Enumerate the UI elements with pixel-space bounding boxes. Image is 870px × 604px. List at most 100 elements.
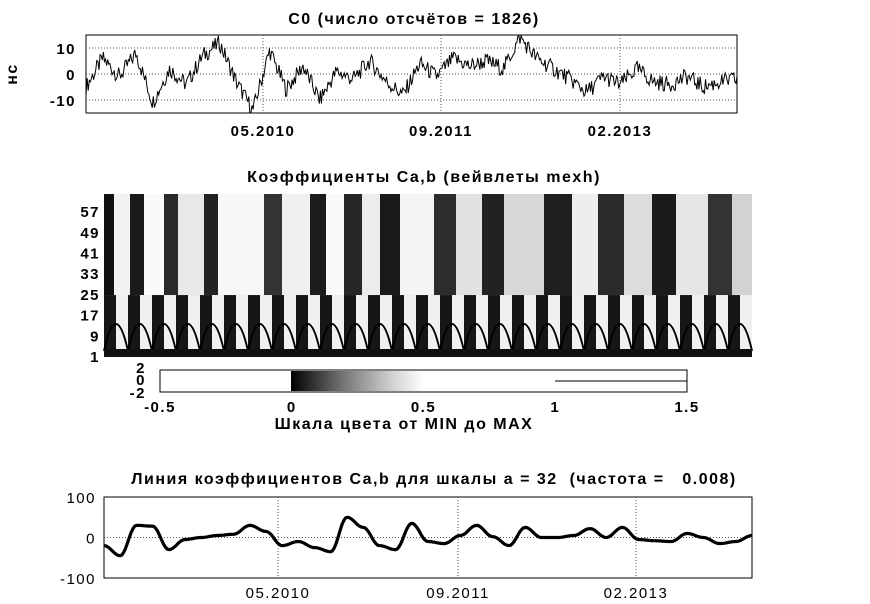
- heatmap-fine-band: [212, 295, 224, 357]
- heatmap-fine-band: [584, 295, 596, 357]
- heatmap-fine-band: [248, 295, 260, 357]
- heatmap-fine-band: [740, 295, 752, 357]
- heatmap-fine-band: [524, 295, 536, 357]
- coef-line-plot: 100 0 -100 05.2010 09.2011 02.2013: [60, 490, 753, 602]
- heatmap-fine-band: [632, 295, 644, 357]
- heatmap-arch: [583, 323, 609, 352]
- heatmap-fine-band: [620, 295, 632, 357]
- heatmap-plot: 57 49 41 33 25 17 9 1: [80, 194, 753, 366]
- coef-line-xtick-label: 05.2010: [246, 585, 311, 602]
- heatmap-arch: [295, 323, 321, 352]
- heatmap-fine-band: [608, 295, 620, 357]
- heatmap-band: [178, 194, 204, 296]
- heatmap-band: [326, 194, 344, 296]
- heatmap-band: [204, 194, 218, 296]
- heatmap-ytick-label: 49: [80, 225, 100, 242]
- heatmap-bottom-band: [104, 349, 752, 357]
- heatmap-fine-band: [428, 295, 440, 357]
- heatmap-fine-band: [188, 295, 200, 357]
- heatmap-fine-band: [224, 295, 236, 357]
- heatmap-fine-band: [296, 295, 308, 357]
- heatmap-fine-band: [728, 295, 740, 357]
- colorbar-xtick-label: 1.5: [674, 399, 699, 416]
- heatmap-band: [504, 194, 544, 296]
- heatmap-fine-band: [164, 295, 176, 357]
- heatmap-fine-band: [536, 295, 548, 357]
- heatmap-fine-band: [404, 295, 416, 357]
- signal-xtick-label: 02.2013: [588, 123, 653, 140]
- heatmap-fine-band: [488, 295, 500, 357]
- heatmap-fine-band: [128, 295, 140, 357]
- heatmap-fine-band: [116, 295, 128, 357]
- heatmap-fine-band: [476, 295, 488, 357]
- colorbar-ytick-mid: 0: [136, 372, 146, 389]
- heatmap-fine-band: [152, 295, 164, 357]
- signal-plot-frame: [85, 34, 738, 114]
- heatmap-yticks: 57 49 41 33 25 17 9 1: [80, 204, 100, 366]
- heatmap-band: [218, 194, 264, 296]
- heatmap-band: [282, 194, 310, 296]
- heatmap-fine-band: [176, 295, 188, 357]
- heatmap-ytick-label: 41: [80, 246, 100, 263]
- heatmap-ytick-label: 25: [80, 287, 100, 304]
- heatmap-arch: [199, 323, 225, 352]
- heatmap-fine-band: [452, 295, 464, 357]
- heatmap-arch: [343, 323, 369, 352]
- heatmap-band: [144, 194, 164, 296]
- heatmap-arch: [655, 323, 681, 352]
- coef-line-series-line: [103, 515, 753, 558]
- colorbar-xtick-label: 1: [550, 399, 560, 416]
- heatmap-arch: [127, 323, 153, 352]
- heatmap-arch: [391, 323, 417, 352]
- heatmap-band: [544, 194, 572, 296]
- heatmap-band: [380, 194, 400, 296]
- coef-line-title: Линия коэффициентов Ca,b для шкалы a = 3…: [131, 471, 736, 488]
- colorbar-xticks: -0.5 0 0.5 1 1.5: [144, 399, 699, 416]
- heatmap-band: [732, 194, 752, 296]
- signal-ytick-label: -10: [50, 93, 76, 110]
- colorbar-xtick-label: 0: [287, 399, 297, 416]
- heatmap-band: [456, 194, 482, 296]
- heatmap-arch: [223, 323, 249, 352]
- signal-xticks: 05.2010 09.2011 02.2013: [231, 123, 653, 140]
- heatmap-fine-band: [320, 295, 332, 357]
- heatmap-fine-band: [284, 295, 296, 357]
- heatmap-fine-band: [572, 295, 584, 357]
- heatmap-arch: [319, 323, 345, 352]
- heatmap-arch: [727, 323, 753, 352]
- heatmap-fine-band: [416, 295, 428, 357]
- heatmap-fine-band: [464, 295, 476, 357]
- heatmap-arch: [463, 323, 489, 352]
- heatmap-band: [104, 194, 114, 296]
- heatmap-arch: [703, 323, 729, 352]
- heatmap-arch: [247, 323, 273, 352]
- heatmap-arch: [151, 323, 177, 352]
- heatmap-fine-band: [104, 295, 116, 357]
- heatmap-band: [400, 194, 434, 296]
- colorbar-gradient: [291, 371, 424, 391]
- heatmap-ytick-label: 33: [80, 266, 100, 283]
- heatmap-ytick-label: 17: [80, 308, 100, 325]
- heatmap-fine-band: [440, 295, 452, 357]
- signal-xtick-label: 05.2010: [231, 123, 296, 140]
- heatmap-arch: [415, 323, 441, 352]
- heatmap-fine-band: [692, 295, 704, 357]
- heatmap-arch: [631, 323, 657, 352]
- heatmap-band: [652, 194, 676, 296]
- heatmap-bands: [103, 194, 753, 357]
- coef-line-ytick-label: 100: [66, 490, 96, 507]
- heatmap-fine-band: [308, 295, 320, 357]
- heatmap-fine-band: [680, 295, 692, 357]
- heatmap-title: Коэффициенты Ca,b (вейвлеты mexh): [247, 169, 601, 186]
- heatmap-arch: [487, 323, 513, 352]
- signal-ytick-label: 10: [56, 41, 76, 58]
- heatmap-arch: [103, 323, 129, 352]
- heatmap-fine-band: [704, 295, 716, 357]
- signal-series-line: [85, 34, 738, 114]
- heatmap-arch: [607, 323, 633, 352]
- colorbar-xtick-label: -0.5: [144, 399, 176, 416]
- heatmap-arch: [175, 323, 201, 352]
- signal-plot: 10 0 -10 05.2010 09.2011 02.2013: [50, 34, 738, 140]
- coef-line-ytick-label: -100: [60, 571, 96, 588]
